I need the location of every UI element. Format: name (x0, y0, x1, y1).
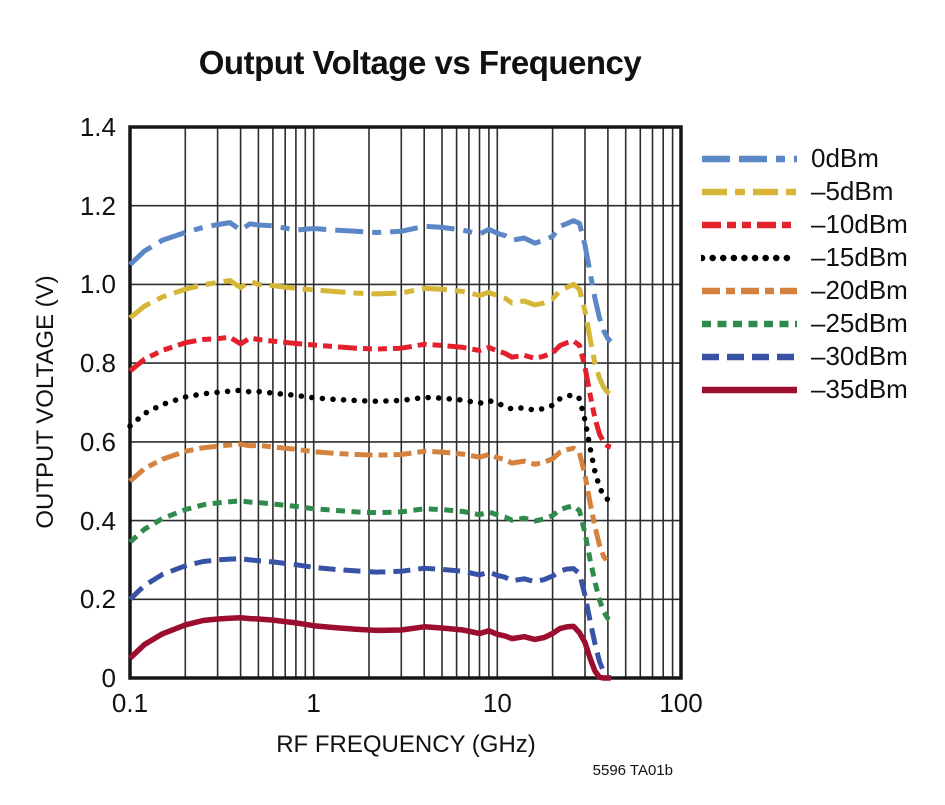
y-tick-label: 1.4 (79, 112, 116, 142)
legend-label: –35dBm (811, 374, 908, 404)
legend: 0dBm –5dBm –10dBm –15dBm –20dBm –25dBm –30dBm –… (701, 142, 908, 406)
legend-line-swatch (702, 155, 797, 162)
legend-line-swatch (702, 188, 797, 195)
x-tick-label: 1 (306, 688, 321, 718)
curve-minus-5dBm (128, 278, 613, 397)
legend-label: –10dBm (811, 209, 908, 239)
legend-item: –25dBm (701, 307, 908, 340)
curve-minus-30dBm (128, 556, 612, 681)
curve-minus-35dBm (128, 615, 611, 681)
x-tick-label: 0.1 (111, 688, 149, 718)
legend-label: –15dBm (811, 242, 908, 272)
curve-0dBm (128, 218, 613, 344)
legend-line-swatch (702, 353, 797, 360)
legend-item: –15dBm (701, 241, 908, 274)
legend-label: –25dBm (811, 308, 908, 338)
figure-reference-code: 5596 TA01b (592, 762, 673, 779)
y-tick-label: 1.0 (79, 269, 116, 300)
legend-line-swatch (702, 287, 797, 294)
legend-line-swatch (702, 320, 797, 327)
y-tick-label: 0.6 (79, 426, 116, 457)
legend-label: –30dBm (811, 341, 908, 371)
y-tick-label: 0.2 (79, 584, 116, 615)
curve-minus-20dBm (128, 441, 612, 566)
legend-line-swatch (701, 254, 798, 261)
legend-label: –20dBm (811, 275, 908, 305)
plot-frame (128, 125, 683, 680)
y-tick-label: 0 (101, 663, 116, 693)
curve-minus-15dBm (127, 387, 614, 503)
x-tick-label: 10 (482, 688, 512, 718)
legend-item: –35dBm (701, 373, 908, 406)
legend-item: –20dBm (701, 274, 908, 307)
chart-title: Output Voltage vs Frequency (198, 44, 642, 81)
y-tick-label: 0.4 (79, 505, 116, 536)
x-axis-title: RF FREQUENCY (GHz) (276, 731, 536, 758)
legend-item: –5dBm (701, 175, 908, 208)
curve-minus-25dBm (128, 498, 612, 623)
y-tick-label: 0.8 (79, 348, 116, 379)
curve-minus-10dBm (128, 334, 612, 450)
legend-item: –10dBm (701, 208, 908, 241)
legend-item: –30dBm (701, 340, 908, 373)
legend-label: –5dBm (811, 176, 894, 206)
x-tick-label: 100 (659, 688, 703, 718)
legend-item: 0dBm (701, 142, 908, 175)
legend-label: 0dBm (811, 143, 879, 173)
legend-line-swatch (702, 221, 797, 228)
legend-line-swatch (702, 386, 797, 393)
y-tick-label: 1.2 (79, 190, 116, 221)
